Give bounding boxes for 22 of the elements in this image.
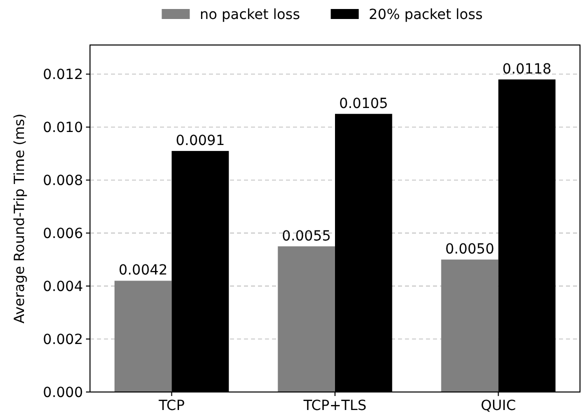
y-tick-label: 0.000 — [42, 384, 83, 401]
data-label: 0.0091 — [176, 132, 225, 149]
y-tick-label: 0.012 — [42, 67, 83, 84]
bar — [114, 280, 172, 392]
data-label: 0.0118 — [502, 61, 552, 78]
y-tick-label: 0.008 — [42, 172, 83, 189]
legend-label: 20% packet loss — [368, 6, 483, 23]
bar — [441, 260, 498, 392]
data-label: 0.0042 — [118, 262, 168, 279]
y-tick-label: 0.010 — [42, 120, 83, 136]
legend-label: no packet loss — [200, 6, 300, 23]
x-tick-label: TCP+TLS — [302, 398, 367, 414]
data-label: 0.0105 — [339, 96, 388, 112]
y-tick-label: 0.004 — [42, 278, 84, 295]
data-label: 0.0055 — [282, 228, 331, 244]
data-label: 0.0050 — [445, 242, 494, 258]
y-axis-title: Average Round-Trip Time (ms) — [12, 113, 28, 324]
x-tick-label: TCP — [158, 398, 185, 414]
y-tick-label: 0.002 — [42, 332, 83, 348]
y-tick-label: 0.006 — [42, 226, 84, 242]
x-tick-label: QUIC — [480, 398, 516, 414]
bar — [278, 246, 335, 392]
